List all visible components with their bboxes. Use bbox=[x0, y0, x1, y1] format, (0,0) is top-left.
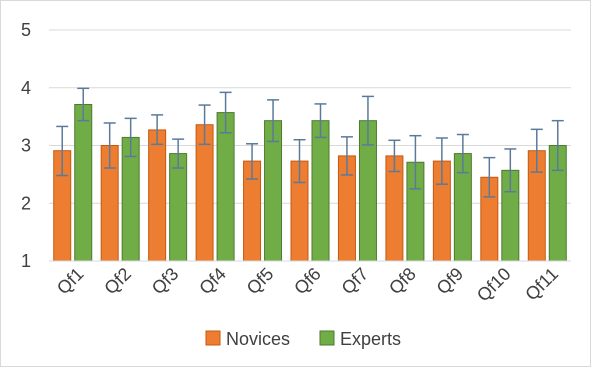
error-bar-qf2-novices bbox=[103, 122, 116, 169]
error-bar-qf3-experts bbox=[172, 138, 185, 169]
error-bar-qf9-novices bbox=[435, 137, 448, 185]
error-bar-qf6-novices bbox=[293, 138, 306, 184]
error-bar-qf11-experts bbox=[551, 119, 564, 172]
legend: Novices Experts bbox=[205, 329, 401, 349]
error-bar-qf3-novices bbox=[151, 114, 164, 146]
error-bar-qf4-experts bbox=[219, 91, 232, 134]
error-bar-qf7-novices bbox=[340, 136, 353, 176]
error-bar-qf9-experts bbox=[456, 133, 469, 174]
legend-item-experts: Experts bbox=[319, 329, 401, 349]
error-bar-qf11-novices bbox=[530, 128, 543, 173]
x-tick-label-qf1: Qf1 bbox=[53, 264, 88, 299]
x-axis-ticks: Qf1 Qf2 Qf3 Qf4 Qf5 Qf6 Qf7 Qf8 Qf9 Qf10 Qf11 bbox=[53, 264, 562, 306]
bar-qf3-experts bbox=[169, 153, 188, 262]
legend-label-novices: Novices bbox=[226, 329, 290, 349]
legend-label-experts: Experts bbox=[340, 329, 401, 349]
error-bar-qf4-novices bbox=[198, 104, 211, 146]
error-bar-qf8-experts bbox=[409, 134, 422, 190]
x-tick-label-qf10: Qf10 bbox=[473, 264, 515, 306]
x-tick-label-qf9: Qf9 bbox=[433, 264, 468, 299]
legend-swatch-experts bbox=[319, 330, 335, 346]
error-bar-qf2-experts bbox=[124, 117, 137, 158]
y-tick-label-4: 4 bbox=[21, 78, 31, 98]
error-bar-qf6-experts bbox=[314, 103, 327, 139]
y-tick-label-2: 2 bbox=[21, 193, 31, 213]
error-bar-qf5-novices bbox=[246, 143, 259, 180]
error-bar-qf8-novices bbox=[388, 139, 401, 173]
error-bar-qf10-novices bbox=[483, 156, 496, 198]
x-tick-label-qf8: Qf8 bbox=[385, 264, 420, 299]
x-tick-label-qf11: Qf11 bbox=[521, 264, 562, 305]
bar-qf1-experts bbox=[74, 103, 93, 262]
y-tick-label-1: 1 bbox=[21, 251, 31, 271]
x-tick-label-qf7: Qf7 bbox=[338, 264, 373, 299]
bar-qf6-experts bbox=[311, 120, 330, 262]
bar-qf3-novices bbox=[148, 129, 167, 262]
x-tick-label-qf4: Qf4 bbox=[195, 264, 230, 299]
error-bar-qf7-experts bbox=[361, 95, 374, 146]
error-bar-qf1-experts bbox=[77, 87, 90, 122]
y-tick-label-5: 5 bbox=[21, 20, 31, 40]
bar-qf4-experts bbox=[216, 112, 235, 262]
x-tick-label-qf3: Qf3 bbox=[148, 264, 183, 299]
bar-qf4-novices bbox=[195, 124, 214, 262]
error-bar-qf10-experts bbox=[504, 148, 517, 193]
legend-swatch-novices bbox=[205, 330, 221, 346]
x-tick-label-qf6: Qf6 bbox=[290, 264, 325, 299]
legend-item-novices: Novices bbox=[205, 329, 290, 349]
bars bbox=[53, 103, 567, 262]
error-bar-qf5-experts bbox=[267, 99, 280, 143]
x-tick-label-qf5: Qf5 bbox=[243, 264, 278, 299]
x-tick-label-qf2: Qf2 bbox=[100, 264, 135, 299]
error-bar-qf1-novices bbox=[56, 125, 69, 177]
y-tick-label-3: 3 bbox=[21, 136, 31, 156]
y-axis-ticks: 1 2 3 4 5 bbox=[21, 20, 31, 271]
error-bars bbox=[56, 87, 564, 198]
